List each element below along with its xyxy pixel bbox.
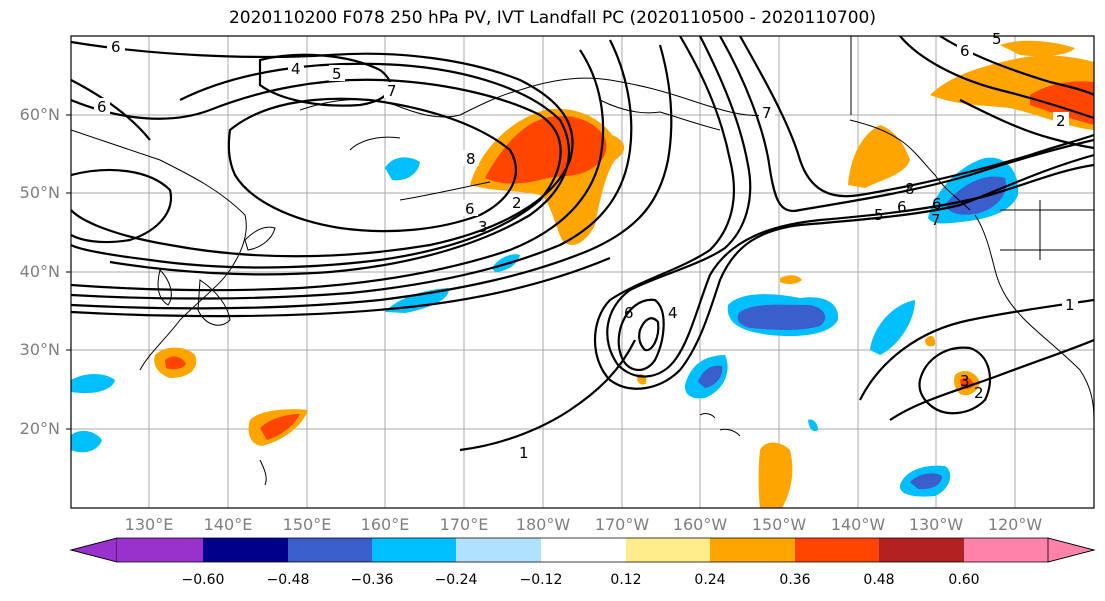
colorbar-tick-label: −0.36 [350, 572, 394, 588]
contour-label: 6 [111, 38, 121, 56]
coastlines [71, 36, 1094, 486]
map-title: 2020110200 F078 250 hPa PV, IVT Landfall… [228, 8, 876, 28]
lat-label-20n: 20°N [19, 419, 60, 438]
pv-contours [71, 36, 1094, 452]
contour-label: 1 [1065, 296, 1075, 314]
lon-label-150w: 150°W [751, 515, 807, 534]
contour-label: 2 [974, 384, 984, 402]
contour-label: 6 [932, 195, 942, 213]
colorbar-tick-label: 0.12 [610, 572, 642, 588]
contour-label: 7 [387, 82, 397, 100]
contour-label: 8 [905, 180, 915, 198]
contour-labels: 6 4 5 7 6 8 6 2 3 7 6 5 8 6 5 6 7 1 1 3 … [94, 30, 1078, 462]
lon-label-120w: 120°W [987, 515, 1043, 534]
lat-label-50n: 50°N [19, 183, 60, 202]
contour-label: 6 [97, 98, 107, 116]
contour-label: 6 [624, 304, 634, 322]
contour-label: 2 [1056, 112, 1066, 130]
contour-label: 5 [874, 206, 884, 224]
lat-label-40n: 40°N [19, 262, 60, 281]
lat-label-60n: 60°N [19, 105, 60, 124]
colorbar-tick-label: −0.48 [266, 572, 310, 588]
lon-label-180w: 180°W [515, 515, 571, 534]
colorbar-tick-label: −0.12 [519, 572, 563, 588]
colorbar-tick-label: 0.60 [948, 572, 980, 588]
lon-label-160e: 160°E [360, 515, 410, 534]
colorbar-tick-label: 0.24 [694, 572, 726, 588]
tick-marks [66, 114, 71, 430]
lon-label-140w: 140°W [830, 515, 886, 534]
contour-label: 2 [512, 194, 522, 212]
lon-label-160w: 160°W [672, 515, 728, 534]
colorbar [69, 537, 1096, 563]
graticule [71, 36, 1094, 508]
colorbar-extend-right [1047, 537, 1096, 563]
lat-label-30n: 30°N [19, 340, 60, 359]
contour-label: 3 [478, 218, 488, 236]
colorbar-tick-label: 0.48 [863, 572, 895, 588]
colorbar-tick-label: 0.36 [779, 572, 811, 588]
lon-label-170w: 170°W [594, 515, 650, 534]
lon-label-130e: 130°E [124, 515, 174, 534]
contour-label: 3 [960, 372, 970, 390]
lon-label-150e: 150°E [282, 515, 332, 534]
contour-label: 6 [960, 42, 970, 60]
contour-label: 7 [931, 211, 941, 229]
colorbar-extend-left [69, 537, 118, 563]
colorbar-tick-label: −0.24 [434, 572, 478, 588]
lon-label-170e: 170°E [439, 515, 489, 534]
contour-label: 1 [519, 444, 529, 462]
contour-label: 5 [332, 65, 342, 83]
contour-label: 4 [291, 60, 301, 78]
contour-label: 8 [466, 150, 476, 168]
contour-label: 6 [897, 198, 907, 216]
contour-label: 5 [992, 30, 1002, 48]
contour-label: 6 [465, 200, 475, 218]
lon-label-130w: 130°W [908, 515, 964, 534]
contour-label: 7 [762, 104, 772, 122]
lon-label-140e: 140°E [203, 515, 253, 534]
colorbar-tick-label: −0.60 [181, 572, 225, 588]
contour-label: 4 [668, 304, 678, 322]
